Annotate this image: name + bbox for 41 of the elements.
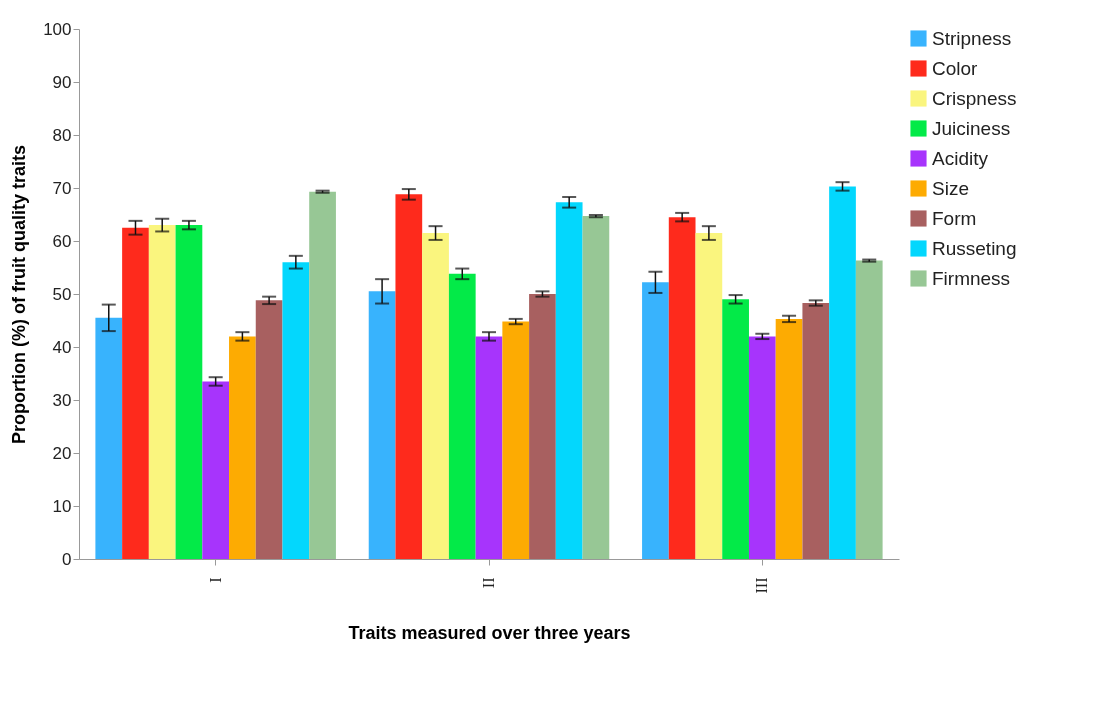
x-tick-label: III xyxy=(753,577,771,594)
x-tick-label: I xyxy=(206,577,224,583)
legend-label: Firmness xyxy=(932,267,1011,289)
y-axis-title: Proportion (%) of fruit quality traits xyxy=(9,145,30,444)
bar xyxy=(668,217,696,559)
bar xyxy=(175,225,203,559)
bar xyxy=(368,291,396,559)
legend-label: Size xyxy=(932,177,969,199)
y-tick-label: 40 xyxy=(52,337,72,357)
y-tick-label: 0 xyxy=(62,549,72,569)
bar xyxy=(95,317,123,559)
y-tick-label: 90 xyxy=(52,72,72,92)
x-tick-label: II xyxy=(480,577,497,589)
bar xyxy=(555,202,583,559)
bar xyxy=(448,273,476,559)
bar xyxy=(122,227,149,559)
bar xyxy=(642,282,669,559)
bar xyxy=(148,225,176,559)
y-tick-label: 60 xyxy=(52,231,72,251)
bar xyxy=(582,216,610,559)
y-tick-label: 20 xyxy=(52,443,72,463)
legend-label: Crispness xyxy=(932,87,1017,109)
x-axis-title: Traits measured over three years xyxy=(348,623,631,644)
legend-label: Form xyxy=(932,207,977,229)
legend-label: Russeting xyxy=(932,237,1017,259)
legend-label: Stripness xyxy=(932,27,1012,49)
bar xyxy=(309,191,336,559)
legend-label: Juiciness xyxy=(932,117,1011,139)
legend-label: Color xyxy=(932,57,979,79)
y-tick-label: 100 xyxy=(43,19,72,39)
y-tick-label: 70 xyxy=(52,178,72,198)
bar xyxy=(855,260,883,559)
legend-label: Acidity xyxy=(932,147,989,169)
bar xyxy=(422,233,449,559)
bar xyxy=(695,233,723,559)
y-tick-label: 30 xyxy=(52,390,72,410)
bar xyxy=(282,262,310,559)
y-tick-label: 50 xyxy=(52,284,72,304)
bar xyxy=(395,194,423,559)
y-tick-label: 10 xyxy=(52,496,72,516)
y-tick-label: 80 xyxy=(52,125,72,145)
